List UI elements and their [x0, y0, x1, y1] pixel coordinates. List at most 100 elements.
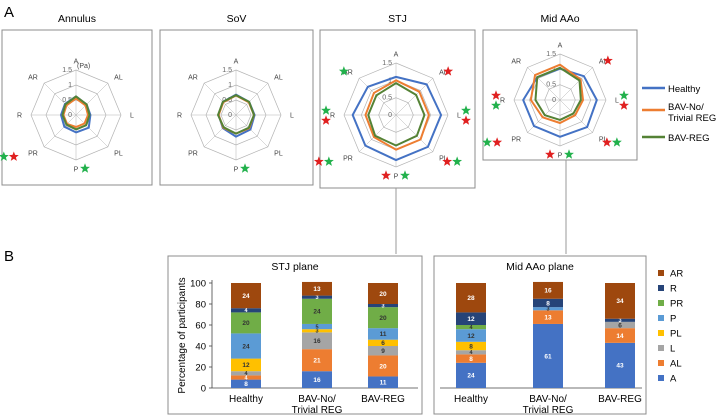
bar-data-label: 3: [315, 295, 318, 301]
panel-label-a: A: [4, 4, 14, 21]
bar-segment-l: [368, 346, 398, 356]
bar-segment-al: [302, 349, 332, 372]
bar-segment-l: [456, 350, 486, 355]
bar-segment-a: [368, 376, 398, 388]
bar-data-label: 20: [379, 315, 387, 322]
radar-tick-label: 0: [68, 112, 72, 119]
bar-data-label: 9: [381, 348, 385, 355]
radar-title: SoV: [227, 13, 247, 25]
radar-annulus: Annulus 0 0.5 1 1.5 (Pa)A AL L PL P PR R AR: [0, 13, 153, 186]
radar-tick-label: 0: [388, 112, 392, 119]
x-tick-label-bav-reg: BAV-REG: [598, 394, 642, 405]
bar-data-label: 6: [618, 322, 622, 329]
y-tick-label: 80: [195, 300, 206, 311]
legend-swatch-l: [658, 345, 664, 351]
bar-title: STJ plane: [271, 261, 318, 273]
radar-spoke: [359, 78, 397, 116]
radar-spoke: [75, 83, 108, 116]
radar-axis-label-r: R: [500, 98, 505, 105]
radar-axis-label-a: A: [558, 43, 563, 50]
radar-axis-label-r: R: [177, 113, 182, 120]
radar-axis-label-a: A: [234, 59, 239, 66]
significance-star-red: [545, 149, 555, 159]
radar-axis-label-p: P: [558, 153, 563, 160]
bar-segment-a: [302, 371, 332, 388]
bar-segment-r: [533, 298, 563, 308]
radar-axis-label-al: AL: [599, 59, 608, 66]
significance-star-red: [381, 170, 391, 180]
radar-axis-label-p: P: [234, 167, 239, 174]
radar-spoke: [559, 67, 593, 101]
significance-star-red: [492, 137, 503, 147]
radar-series-bav-reg: [367, 82, 426, 147]
bar-data-label: 28: [467, 295, 475, 302]
radar-tick-label: 1: [388, 77, 392, 84]
radar-legend-label-bav-reg: BAV-REG: [668, 133, 710, 144]
radar-spoke: [204, 83, 237, 116]
radar-spoke: [44, 83, 77, 116]
radar-tick-label: 1.5: [382, 60, 392, 67]
bar-data-label: 6: [381, 340, 385, 347]
bar-data-label: 5: [315, 324, 318, 330]
bar-data-label: 24: [242, 293, 250, 300]
radar-series-bav-reg: [61, 95, 91, 131]
radar-title: Annulus: [58, 13, 96, 25]
bar-data-label: 14: [616, 333, 624, 340]
bar-segment-pl: [302, 329, 332, 333]
bar-data-label: 43: [616, 363, 624, 370]
legend-label-p: P: [670, 314, 676, 325]
bar-segment-p: [368, 328, 398, 340]
panel-label-b: B: [4, 248, 14, 265]
bar-data-label: 11: [380, 380, 387, 387]
bar-data-label: 4: [469, 325, 473, 331]
radar-spoke: [235, 83, 268, 116]
y-tick-label: 60: [195, 321, 206, 332]
bar-segment-r: [302, 295, 332, 299]
legend-label-pl: PL: [670, 329, 682, 340]
bar-data-label: 4: [469, 350, 473, 356]
radar-axis-label-r: R: [330, 113, 335, 120]
significance-star-red: [442, 156, 453, 166]
radar-spoke: [235, 114, 268, 147]
radar-axis-label-al: AL: [114, 74, 123, 81]
bar-segment-al: [533, 310, 563, 324]
radar-stj: STJ 0 0.5 1 1.5A AL L PL P PR R AR: [313, 13, 476, 189]
significance-star-green: [0, 151, 9, 161]
bar-segment-ar: [533, 281, 563, 299]
significance-star-green: [461, 105, 471, 115]
bar-data-label: 12: [242, 362, 250, 369]
significance-star-red: [8, 151, 19, 161]
bar-data-label: 16: [313, 377, 321, 384]
bar-data-label: 3: [315, 329, 318, 335]
radar-axis-label-r: R: [17, 113, 22, 120]
legend-swatch-p: [658, 315, 664, 321]
legend-swatch-r: [658, 285, 664, 291]
legend-swatch-pr: [658, 300, 664, 306]
bar-data-label: 13: [313, 286, 321, 293]
radar-series-bav-reg: [534, 66, 582, 121]
y-tick-label: 20: [195, 363, 206, 374]
radar-legend-label-bav-no-trivial-reg: BAV-No/: [668, 102, 704, 113]
x-tick-label-bav-no-trivial-reg: Trivial REG: [292, 405, 343, 416]
x-tick-label-healthy: Healthy: [454, 394, 488, 405]
significance-star-green: [611, 137, 622, 147]
radar-axis-label-pl: PL: [599, 136, 608, 143]
bar-segment-r: [368, 304, 398, 308]
bar-data-label: 24: [242, 343, 250, 350]
bar-segment-p: [302, 323, 332, 330]
significance-star-red: [601, 137, 612, 147]
bar-segment-ar: [231, 283, 261, 309]
radar-series-bav-no-trivial-reg: [62, 97, 89, 128]
radar-tick-label: 1: [228, 82, 232, 89]
radar-axis-label-l: L: [290, 113, 294, 120]
radar-tick-label: 0: [228, 112, 232, 119]
bar-segment-al: [605, 328, 635, 343]
radar-spoke: [527, 99, 561, 133]
significance-star-green: [452, 156, 463, 166]
bar-segment-p: [533, 307, 563, 311]
legend-swatch-a: [658, 375, 664, 381]
bar-segment-a: [231, 379, 261, 388]
